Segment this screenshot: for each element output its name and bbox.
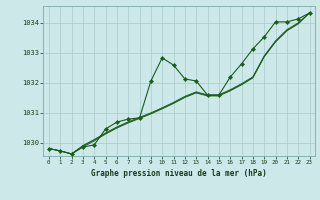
X-axis label: Graphe pression niveau de la mer (hPa): Graphe pression niveau de la mer (hPa) — [91, 169, 267, 178]
